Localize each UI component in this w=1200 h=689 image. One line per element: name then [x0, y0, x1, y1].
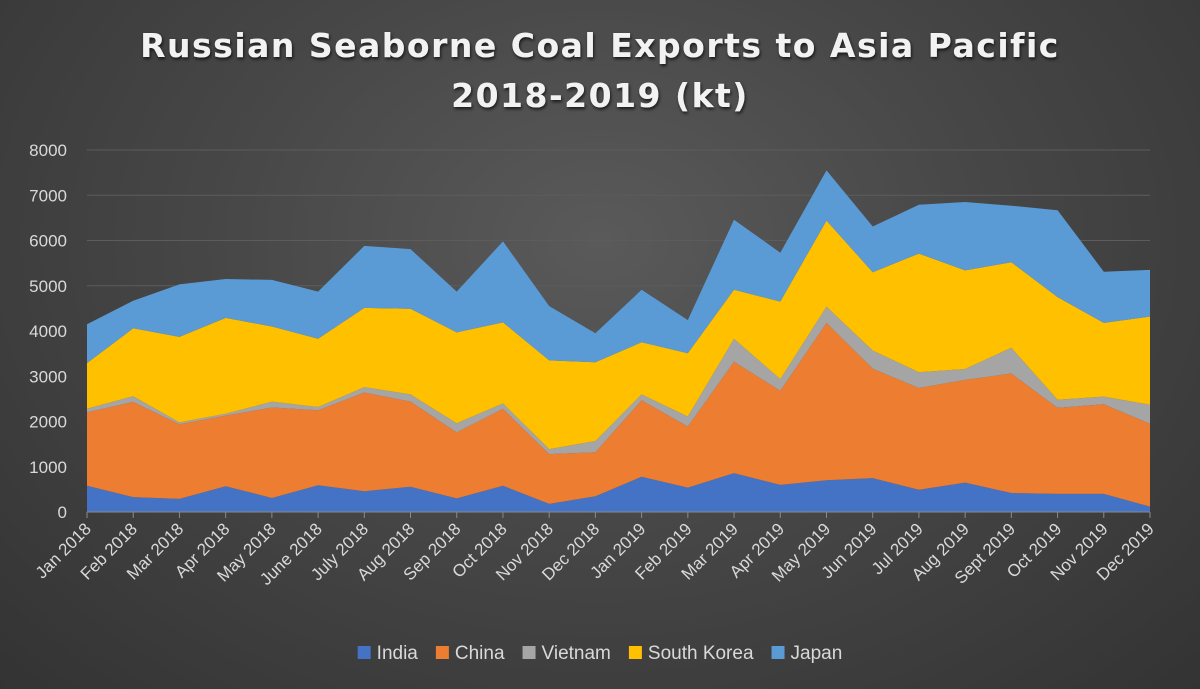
- y-tick-label: 3000: [29, 367, 67, 386]
- y-tick-label: 6000: [29, 232, 67, 251]
- series-area-japan: [87, 170, 1150, 364]
- series-area-india: [87, 473, 1150, 512]
- chart-title: Russian Seaborne Coal Exports to Asia Pa…: [140, 26, 1060, 65]
- legend: India China Vietnam South Korea Japan: [357, 643, 843, 664]
- y-axis-tick-labels: 0 1000 2000 3000 4000 5000 6000 7000 8000: [29, 141, 67, 522]
- y-tick-label: 2000: [29, 413, 67, 432]
- legend-label-south-korea: South Korea: [648, 643, 754, 664]
- series-areas: [87, 170, 1150, 512]
- axes: [86, 511, 1151, 518]
- legend-swatch-south-korea: [628, 646, 642, 659]
- y-tick-label: 8000: [29, 141, 67, 160]
- y-tick-label: 1000: [29, 458, 67, 477]
- legend-swatch-india: [357, 646, 371, 659]
- series-area-china: [87, 322, 1150, 507]
- y-tick-label: 0: [58, 503, 67, 522]
- y-tick-label: 7000: [29, 186, 67, 205]
- y-tick-label: 4000: [29, 322, 67, 341]
- legend-swatch-vietnam: [522, 646, 536, 659]
- series-area-south-korea: [87, 220, 1150, 450]
- legend-label-china: China: [455, 643, 505, 664]
- y-tick-label: 5000: [29, 277, 67, 296]
- legend-swatch-japan: [771, 646, 785, 659]
- legend-label-vietnam: Vietnam: [542, 643, 611, 664]
- legend-label-japan: Japan: [791, 643, 843, 664]
- chart-subtitle: 2018-2019 (kt): [451, 76, 749, 115]
- series-area-vietnam: [87, 306, 1150, 455]
- legend-label-india: India: [377, 643, 419, 664]
- legend-swatch-china: [435, 646, 449, 659]
